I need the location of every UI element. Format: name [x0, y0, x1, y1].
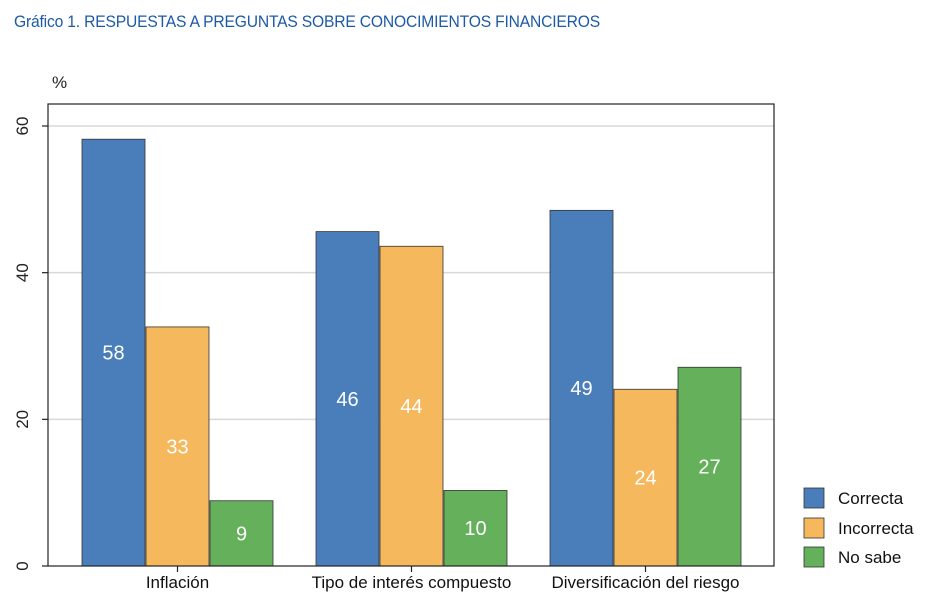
- legend-label-1: Incorrecta: [838, 519, 914, 538]
- bar-value-label-0-2: 49: [570, 378, 592, 400]
- bars: [81, 138, 742, 567]
- legend-swatch-2: [803, 546, 825, 568]
- y-tick-label-3: 60: [13, 117, 32, 136]
- category-label-2: Diversificación del riesgo: [551, 573, 739, 592]
- bar-1-2: [613, 388, 678, 567]
- y-axis: 0 20 40 60: [13, 117, 48, 571]
- bar-value-label-2-0: 9: [236, 523, 247, 545]
- y-axis-label: %: [52, 73, 67, 92]
- bar-0-2: [549, 209, 614, 567]
- bar-value-label-1-0: 33: [166, 436, 188, 458]
- legend-swatch-0: [803, 487, 825, 509]
- bar-1-0: [145, 326, 210, 567]
- y-tick-label-0: 0: [13, 561, 32, 570]
- bar-value-label-2-2: 27: [698, 457, 720, 479]
- bar-2-2: [677, 366, 742, 567]
- chart-title: Gráfico 1. RESPUESTAS A PREGUNTAS SOBRE …: [14, 12, 600, 31]
- bar-value-label-1-2: 24: [634, 468, 656, 490]
- category-label-0: Inflación: [146, 573, 209, 592]
- value-labels: 58 33 9 46 44 10 49 24 27: [102, 343, 720, 546]
- y-tick-label-2: 40: [13, 263, 32, 282]
- y-tick-label-1: 20: [13, 410, 32, 429]
- legend-swatch-1: [803, 517, 825, 539]
- bar-value-label-0-0: 58: [102, 343, 124, 365]
- category-label-1: Tipo de interés compuesto: [312, 573, 512, 592]
- legend: Correcta Incorrecta No sabe: [803, 487, 914, 568]
- legend-label-0: Correcta: [838, 489, 904, 508]
- bar-value-label-1-1: 44: [400, 396, 422, 418]
- bar-value-label-2-1: 10: [464, 518, 486, 540]
- legend-label-2: No sabe: [838, 548, 901, 567]
- bar-value-label-0-1: 46: [336, 389, 358, 411]
- bar-0-0: [81, 138, 146, 567]
- x-axis: Inflación Tipo de interés compuesto Divers…: [146, 566, 740, 592]
